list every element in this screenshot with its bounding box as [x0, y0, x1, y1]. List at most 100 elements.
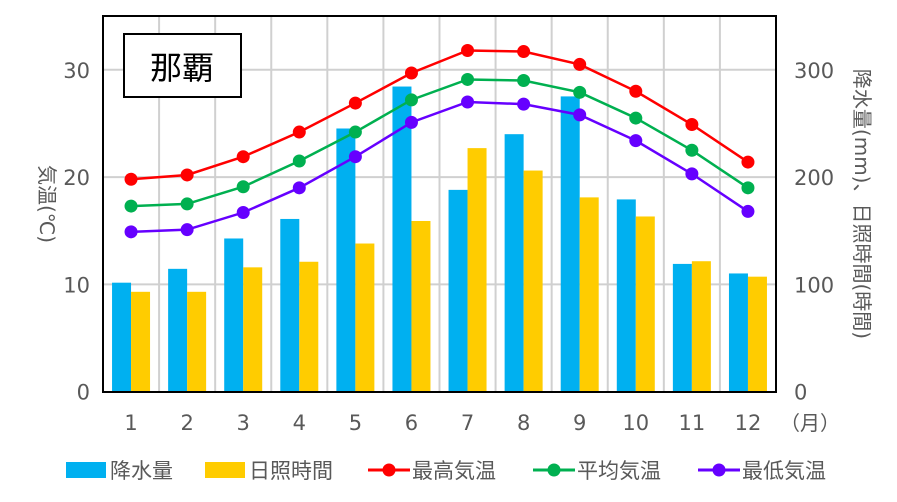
data-point	[236, 180, 250, 194]
data-point	[573, 85, 587, 99]
data-point	[404, 66, 418, 80]
data-point	[629, 111, 643, 125]
bar-sunshine	[691, 261, 711, 392]
data-point	[404, 93, 418, 107]
legend-swatch	[66, 462, 106, 478]
data-point	[292, 125, 306, 139]
legend-label: 最高気温	[412, 459, 496, 483]
y-right-tick-label: 300	[794, 59, 834, 83]
data-point	[741, 181, 755, 195]
data-point	[404, 115, 418, 129]
data-point	[180, 197, 194, 211]
bar-precipitation	[280, 218, 300, 392]
data-point	[517, 74, 531, 88]
y-left-tick-label: 10	[63, 273, 90, 297]
data-point	[348, 150, 362, 164]
legend-label: 最低気温	[742, 459, 826, 483]
x-tick-label: 7	[461, 411, 474, 435]
legend-label: 平均気温	[577, 459, 661, 483]
y-right-tick-label: 200	[794, 166, 834, 190]
bar-sunshine	[411, 220, 431, 392]
bar-precipitation	[224, 238, 244, 392]
bar-sunshine	[747, 276, 767, 392]
x-tick-label: 2	[180, 411, 193, 435]
data-point	[629, 84, 643, 98]
bar-sunshine	[579, 197, 599, 392]
data-point	[461, 95, 475, 109]
bar-precipitation	[392, 86, 412, 392]
data-point	[629, 134, 643, 148]
data-point	[685, 143, 699, 157]
data-point	[348, 96, 362, 110]
data-point	[741, 155, 755, 169]
x-tick-label: 10	[622, 411, 649, 435]
bars	[112, 86, 767, 392]
data-point	[124, 199, 138, 213]
bar-sunshine	[187, 291, 207, 392]
legend-swatch	[205, 462, 245, 478]
bar-sunshine	[299, 261, 319, 392]
y-left-tick-label: 20	[63, 166, 90, 190]
data-point	[461, 72, 475, 86]
bar-precipitation	[448, 189, 468, 392]
data-point	[124, 172, 138, 186]
legend-label: 日照時間	[249, 459, 333, 483]
data-point	[685, 118, 699, 132]
y-axis-left-label: 気温(℃)	[35, 165, 59, 243]
x-tick-label: 6	[405, 411, 418, 435]
bar-precipitation	[168, 268, 188, 392]
legend-marker	[382, 463, 396, 477]
bar-sunshine	[131, 291, 151, 392]
lines	[124, 43, 755, 239]
bar-precipitation	[336, 128, 356, 392]
x-tick-label: 5	[349, 411, 362, 435]
plot-frame	[102, 15, 777, 393]
legend-marker	[712, 463, 726, 477]
data-point	[180, 223, 194, 237]
series-line	[130, 49, 749, 181]
data-point	[180, 168, 194, 182]
data-point	[517, 97, 531, 111]
x-unit-label: （月）	[780, 411, 840, 435]
data-point	[573, 108, 587, 122]
bar-precipitation	[112, 282, 132, 392]
legend: 降水量 日照時間 最高気温 平均気温 最低気温	[66, 459, 826, 483]
data-point	[348, 125, 362, 139]
y-left-tick-label: 30	[63, 59, 90, 83]
bar-precipitation	[560, 96, 580, 392]
x-tick-label: 4	[293, 411, 306, 435]
bar-sunshine	[635, 216, 655, 392]
data-point	[461, 43, 475, 57]
x-tick-label: 9	[573, 411, 586, 435]
data-point	[573, 57, 587, 71]
data-point	[685, 167, 699, 181]
data-point	[517, 45, 531, 59]
bar-precipitation	[504, 134, 524, 392]
bar-sunshine	[243, 267, 263, 392]
series-line	[130, 100, 749, 234]
title-box	[123, 33, 242, 98]
data-point	[292, 154, 306, 168]
y-right-tick-label: 0	[794, 381, 807, 405]
y-right-tick-label: 100	[794, 273, 834, 297]
x-tick-label: 3	[237, 411, 250, 435]
data-point	[124, 225, 138, 239]
x-tick-label: 11	[679, 411, 706, 435]
bar-precipitation	[672, 263, 692, 392]
bar-precipitation	[616, 199, 636, 392]
legend-marker	[547, 463, 561, 477]
series-line	[130, 78, 749, 208]
chart-title: 那覇	[150, 49, 214, 87]
data-point	[741, 204, 755, 218]
data-point	[236, 150, 250, 164]
data-point	[236, 206, 250, 220]
bar-sunshine	[355, 243, 375, 392]
y-left-tick-label: 0	[77, 381, 90, 405]
y-axis-right-label: 降水量(mm)、日照時間(時間)	[850, 69, 874, 339]
x-tick-label: 1	[124, 411, 137, 435]
data-point	[292, 181, 306, 195]
legend-label: 降水量	[110, 459, 173, 483]
bar-sunshine	[467, 148, 487, 392]
